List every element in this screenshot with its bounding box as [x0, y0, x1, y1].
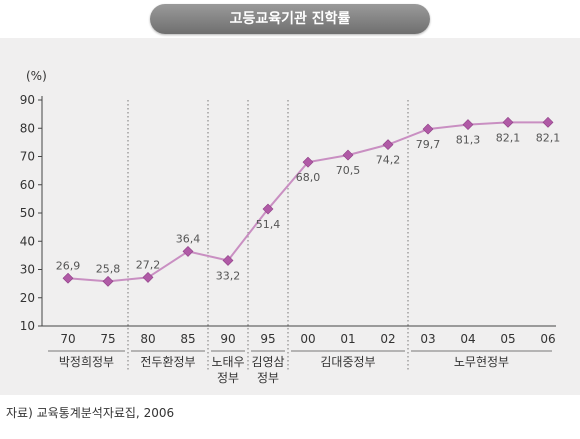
x-tick-label-04: 04	[460, 332, 475, 346]
data-point-02	[382, 139, 394, 151]
data-label-04: 81,3	[456, 134, 481, 147]
x-tick-label-95: 95	[260, 332, 275, 346]
data-point-90	[222, 255, 234, 266]
data-label-02: 74,2	[376, 154, 401, 167]
data-point-95	[262, 203, 274, 215]
data-label-05: 82,1	[496, 131, 521, 144]
y-tick-label-80: 80	[20, 121, 35, 135]
data-label-03: 79,7	[416, 138, 441, 151]
period-label-1-0: 전두환정부	[140, 355, 195, 369]
data-label-70: 26,9	[56, 259, 81, 272]
data-label-00: 68,0	[296, 171, 321, 184]
y-tick-label-40: 40	[20, 234, 35, 248]
chart-title: 고등교육기관 진학률	[229, 11, 351, 27]
x-tick-label-02: 02	[380, 332, 395, 346]
data-label-90: 33,2	[216, 269, 241, 282]
x-tick-label-70: 70	[60, 332, 75, 346]
period-label-3-0: 김영삼	[251, 355, 284, 369]
x-tick-label-90: 90	[220, 332, 235, 346]
period-label-5-0: 노무현정부	[454, 355, 509, 369]
y-axis-unit-label: (%)	[26, 69, 47, 83]
x-tick-label-01: 01	[340, 332, 355, 346]
data-label-75: 25,8	[96, 262, 121, 275]
x-tick-label-03: 03	[420, 332, 435, 346]
y-tick-label-30: 30	[20, 263, 35, 277]
x-tick-label-06: 06	[540, 332, 555, 346]
y-tick-label-20: 20	[20, 291, 35, 305]
x-tick-label-85: 85	[180, 332, 195, 346]
data-point-01	[342, 149, 354, 161]
x-tick-label-05: 05	[500, 332, 515, 346]
period-label-3-1: 정부	[257, 371, 279, 385]
source-note: 자료) 교육통계분석자료집, 2006	[6, 406, 175, 420]
data-label-01: 70,5	[336, 164, 361, 177]
data-point-03	[422, 123, 434, 135]
y-tick-label-10: 10	[20, 319, 35, 333]
period-label-2-0: 노태우	[211, 355, 244, 369]
y-tick-label-50: 50	[20, 206, 35, 220]
y-tick-label-90: 90	[20, 93, 35, 107]
data-label-95: 51,4	[256, 218, 281, 231]
period-label-2-1: 정부	[217, 371, 239, 385]
x-tick-label-00: 00	[300, 332, 315, 346]
data-point-70	[62, 272, 74, 284]
data-label-85: 36,4	[176, 232, 201, 245]
data-point-75	[102, 275, 114, 287]
period-label-0-0: 박정희정부	[59, 355, 114, 369]
data-point-00	[302, 156, 314, 168]
data-point-80	[142, 271, 154, 283]
period-label-4-0: 김대중정부	[320, 355, 375, 369]
data-label-06: 82,1	[536, 131, 561, 144]
y-tick-label-70: 70	[20, 150, 35, 164]
data-point-85	[182, 245, 194, 257]
data-point-04	[462, 119, 474, 131]
x-tick-label-80: 80	[140, 332, 155, 346]
x-tick-label-75: 75	[100, 332, 115, 346]
data-point-05	[502, 116, 514, 128]
title-bar	[150, 4, 430, 34]
y-tick-label-60: 60	[20, 178, 35, 192]
data-point-06	[542, 116, 554, 128]
chart-panel	[0, 38, 580, 395]
data-label-80: 27,2	[136, 258, 161, 271]
